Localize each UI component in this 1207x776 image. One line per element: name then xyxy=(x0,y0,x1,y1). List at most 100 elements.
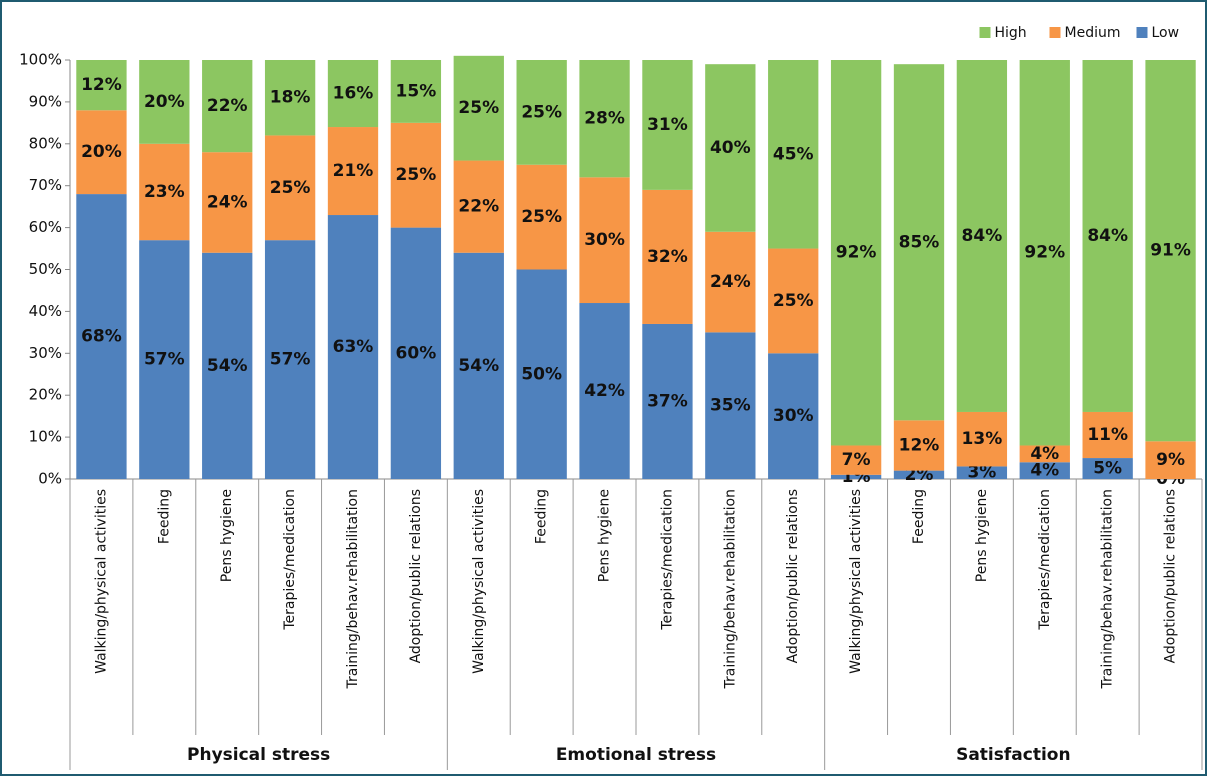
bar-segment xyxy=(579,303,630,479)
y-tick-label: 20% xyxy=(29,386,62,404)
x-tick-label: Adoption/public relations xyxy=(1163,489,1179,663)
bar-segment xyxy=(956,466,1008,479)
y-tick-label: 30% xyxy=(29,344,62,362)
bar-segment xyxy=(830,445,882,475)
bar-segment xyxy=(1082,60,1133,412)
data-label: 84% xyxy=(1087,226,1128,246)
y-tick-label: 50% xyxy=(29,260,62,278)
data-label: 30% xyxy=(584,230,625,250)
data-label: 85% xyxy=(899,232,940,252)
data-label: 9% xyxy=(1156,450,1185,470)
data-label: 45% xyxy=(773,144,814,164)
x-tick-label: Training/behav.rehabilitation xyxy=(1100,489,1116,690)
x-tick-label: Adoption/public relations xyxy=(785,489,801,663)
legend-label: Low xyxy=(1152,25,1180,41)
y-tick-label: 70% xyxy=(29,176,62,194)
data-label: 25% xyxy=(396,165,437,185)
data-label: 3% xyxy=(967,463,996,483)
bar-segment xyxy=(76,194,127,479)
bar-segment xyxy=(768,353,819,479)
legend-label: High xyxy=(995,25,1027,41)
bar-segment xyxy=(516,164,567,270)
bar-segment xyxy=(893,64,945,421)
data-label: 37% xyxy=(647,391,688,411)
bar-segment xyxy=(516,269,567,479)
x-tick-label: Pens hygiene xyxy=(974,489,990,582)
bar-segment xyxy=(642,60,693,190)
x-tick-label: Training/behav.rehabilitation xyxy=(345,489,361,690)
data-label: 12% xyxy=(81,75,122,95)
data-label: 21% xyxy=(333,161,374,181)
bar-segment xyxy=(453,55,504,161)
y-tick-label: 90% xyxy=(29,92,62,110)
group-label: Physical stress xyxy=(187,745,330,765)
bar-segment xyxy=(642,323,693,479)
data-label: 40% xyxy=(710,138,751,158)
data-label: 24% xyxy=(710,272,751,292)
data-label: 4% xyxy=(1030,444,1059,464)
x-tick-label: Terapies/medication xyxy=(659,489,675,631)
x-tick-label: Pens hygiene xyxy=(597,489,613,582)
legend-label: Medium xyxy=(1065,25,1121,41)
legend-swatch xyxy=(1049,27,1061,38)
data-label: 25% xyxy=(270,178,311,198)
group-label: Satisfaction xyxy=(956,745,1070,765)
data-label: 68% xyxy=(81,327,122,347)
data-label: 92% xyxy=(1024,243,1065,263)
data-label: 15% xyxy=(396,81,437,101)
data-label: 7% xyxy=(842,450,871,470)
y-tick-label: 0% xyxy=(38,470,62,488)
data-label: 25% xyxy=(521,207,562,227)
x-tick-label: Feeding xyxy=(534,489,550,544)
data-label: 84% xyxy=(962,226,1003,246)
bar-segment xyxy=(139,240,190,479)
bar-segment xyxy=(1082,458,1133,479)
bar-segment xyxy=(390,227,442,479)
bar-segment xyxy=(390,60,442,123)
data-label: 25% xyxy=(773,291,814,311)
bar-segment xyxy=(956,60,1008,412)
bar-segment xyxy=(516,60,567,165)
data-label: 92% xyxy=(836,243,877,263)
bar-segment xyxy=(139,143,190,241)
bar-segment xyxy=(327,215,379,479)
bar-segment xyxy=(202,60,253,153)
data-label: 60% xyxy=(396,343,437,363)
bar-segment xyxy=(768,248,819,354)
data-label: 30% xyxy=(773,406,814,426)
bar-segment xyxy=(1019,60,1070,446)
data-label: 22% xyxy=(207,96,248,116)
x-tick-label: Feeding xyxy=(156,489,172,544)
y-tick-label: 60% xyxy=(29,218,62,236)
bar-segment xyxy=(893,420,945,471)
data-label: 57% xyxy=(270,350,311,370)
data-label: 22% xyxy=(458,197,499,217)
data-label: 91% xyxy=(1150,241,1191,261)
data-label: 18% xyxy=(270,88,311,108)
legend-swatch xyxy=(979,27,991,38)
data-label: 31% xyxy=(647,115,688,135)
bar-segment xyxy=(1082,411,1133,459)
bar-segment xyxy=(202,152,253,253)
data-label: 20% xyxy=(144,92,185,112)
bar-segment xyxy=(1019,445,1070,463)
x-tick-label: Training/behav.rehabilitation xyxy=(722,489,738,690)
x-tick-label: Terapies/medication xyxy=(1037,489,1053,631)
bar-segment xyxy=(642,189,693,324)
data-label: 13% xyxy=(962,429,1003,449)
data-label: 4% xyxy=(1030,461,1059,481)
bar-segment xyxy=(327,127,379,216)
x-tick-label: Walking/physical activities xyxy=(93,489,109,674)
bar-segment xyxy=(956,411,1008,467)
y-tick-label: 10% xyxy=(29,428,62,446)
y-tick-label: 100% xyxy=(19,51,62,69)
data-label: 25% xyxy=(458,98,499,118)
x-tick-label: Walking/physical activities xyxy=(848,489,864,674)
x-tick-label: Feeding xyxy=(911,489,927,544)
bar-segment xyxy=(76,60,127,111)
bar-segment xyxy=(390,122,442,228)
bar-segment xyxy=(264,240,316,479)
data-label: 32% xyxy=(647,247,688,267)
